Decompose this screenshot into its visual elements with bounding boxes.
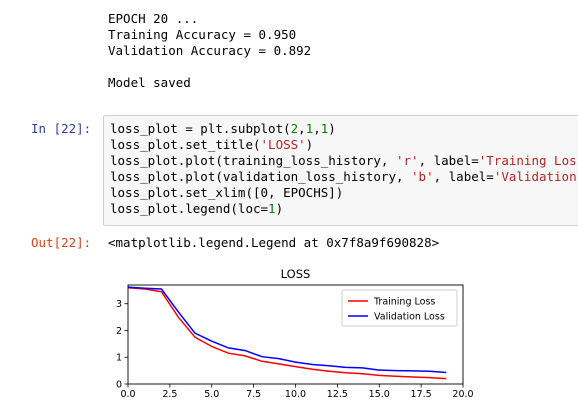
code-line: loss_plot.set_title('LOSS') xyxy=(110,137,578,153)
loss-chart: LOSS 0.0 2.5 5.0 7.5 10.0 12.5 15.0 17.5 20.0 0 1 2 3… xyxy=(116,267,474,400)
x-tick-label: 5.0 xyxy=(204,389,219,400)
code-token: loss_plot.set_title( xyxy=(110,137,261,152)
code-token: loss_plot.set_xlim([0, EPOCHS]) xyxy=(110,185,344,200)
code-cell[interactable]: loss_plot = plt.subplot(2,1,1) loss_plot.… xyxy=(103,115,578,226)
y-tick-label: 3 xyxy=(116,299,122,310)
code-token: , label= xyxy=(418,153,479,168)
code-token: , xyxy=(313,121,321,136)
code-token: loss_plot.plot(training_loss_history, xyxy=(110,153,396,168)
code-token: 'r' xyxy=(395,153,419,168)
x-tick-label: 15.0 xyxy=(369,389,390,400)
output-prompt: Out[22]: xyxy=(31,235,92,250)
y-tick-label: 1 xyxy=(116,353,122,364)
stdout-line: Validation Accuracy = 0.892 xyxy=(108,43,312,58)
x-tick-label: 0.0 xyxy=(120,389,135,400)
x-tick-label: 12.5 xyxy=(327,389,348,400)
code-token: 'LOSS' xyxy=(260,137,306,152)
x-tick-label: 7.5 xyxy=(246,389,261,400)
code-token: ) xyxy=(305,137,314,152)
code-token: loss_plot.plot(validation_loss_history, xyxy=(110,169,412,184)
code-token: loss_plot = plt.subplot( xyxy=(110,121,291,136)
code-token: ) xyxy=(328,121,336,136)
legend-box xyxy=(341,289,458,327)
legend-entry: Validation Loss xyxy=(374,312,445,323)
code-token: , label= xyxy=(433,169,494,184)
y-tick-label: 0 xyxy=(116,380,122,391)
code-line: loss_plot.plot(validation_loss_history, … xyxy=(110,169,578,185)
code-token: ) xyxy=(275,201,284,216)
y-tick-label: 2 xyxy=(116,326,122,337)
code-token: 1 xyxy=(268,201,276,216)
code-token: 1 xyxy=(320,121,329,136)
x-tick-label: 2.5 xyxy=(162,389,177,400)
legend-entry: Training Loss xyxy=(373,297,435,308)
chart-title: LOSS xyxy=(281,267,311,281)
code-token: 'b' xyxy=(411,169,434,184)
x-tick-label: 10.0 xyxy=(285,389,306,400)
output-text: <matplotlib.legend.Legend at 0x7f8a9f690… xyxy=(108,235,440,250)
series-line-training xyxy=(127,286,447,380)
stdout-output: EPOCH 20 ... Training Accuracy = 0.950 Val… xyxy=(108,11,311,91)
series-line-validation xyxy=(127,286,447,374)
x-tick-label: 17.5 xyxy=(411,389,432,400)
code-token: 2 xyxy=(290,121,299,136)
stdout-line: Model saved xyxy=(108,75,191,90)
code-token: 'Training Loss' xyxy=(478,153,578,168)
stdout-line: EPOCH 20 ... xyxy=(108,11,199,26)
stdout-line xyxy=(108,59,311,75)
code-token: loss_plot.legend(loc= xyxy=(110,201,269,216)
x-tick-label: 20.0 xyxy=(452,389,473,400)
code-token: 'Validation Loss' xyxy=(493,169,577,184)
input-prompt: In [22]: xyxy=(31,121,92,136)
code-line: loss_plot.set_xlim([0, EPOCHS]) xyxy=(110,185,578,201)
code-line: loss_plot.legend(loc=1) xyxy=(110,201,578,217)
code-line: loss_plot.plot(training_loss_history, 'r… xyxy=(110,153,578,169)
stdout-line: Training Accuracy = 0.950 xyxy=(108,27,297,42)
code-editor[interactable]: loss_plot = plt.subplot(2,1,1) loss_plot.… xyxy=(110,121,578,217)
code-token: , xyxy=(298,121,306,136)
code-line: loss_plot = plt.subplot(2,1,1) xyxy=(110,121,578,137)
code-token: 1 xyxy=(305,121,314,136)
